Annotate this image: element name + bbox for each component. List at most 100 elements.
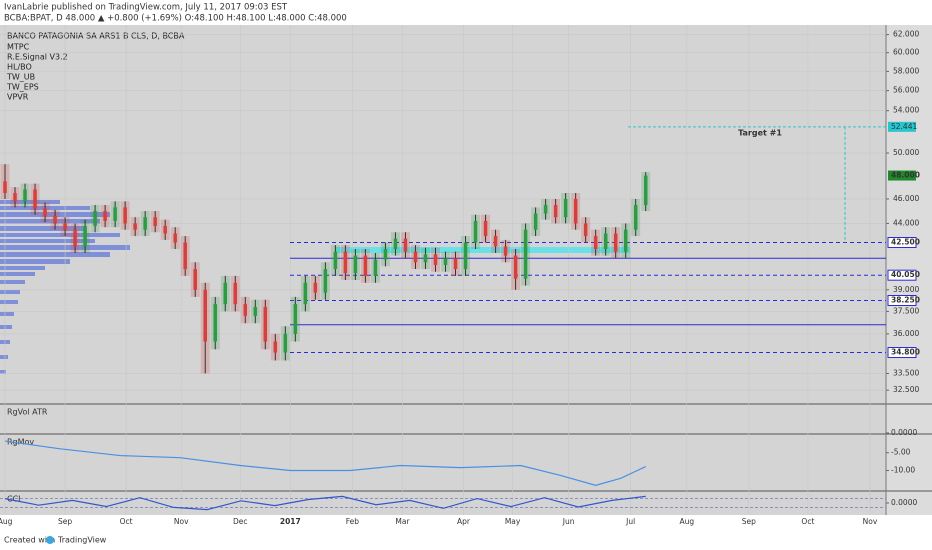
x-tick-label: Jul — [625, 517, 635, 526]
candle-body — [253, 307, 258, 316]
candle-body — [593, 236, 598, 250]
candle-body — [173, 233, 177, 243]
candle-body — [313, 282, 318, 293]
symbol-title: BANCO PATAGONIA SA ARS1 B CLS, D, BCBA — [7, 32, 185, 41]
y-tick-label: 0.0000 — [891, 428, 917, 437]
y-tick-label: -5.00 — [891, 448, 911, 457]
candle-body — [153, 217, 157, 226]
level-box — [887, 294, 917, 306]
logo — [46, 536, 54, 544]
y-tick-label: 60.000 — [893, 48, 919, 57]
candle-body — [453, 258, 458, 270]
y-tick-label: 0.0000 — [891, 498, 917, 507]
target-label: 52.441 — [891, 122, 917, 131]
quote: BCBA:BPAT, D 48.000 ▲ +0.800 (+1.69%) O:… — [4, 14, 347, 24]
target-text: Target #1 — [738, 128, 782, 137]
footer-brand: TradingView — [57, 536, 107, 545]
level-box — [887, 347, 917, 359]
x-tick-label: 2017 — [280, 517, 301, 526]
x-tick-label: Sep — [742, 517, 756, 526]
candle-body — [113, 207, 117, 221]
level-label: 42.500 — [891, 238, 920, 247]
y-tick-label: 50.000 — [893, 148, 919, 157]
candle-body — [343, 251, 348, 274]
y-tick-label: 56.000 — [893, 86, 919, 95]
candle-body — [583, 223, 588, 237]
candle-body — [403, 238, 408, 252]
level-box — [887, 269, 917, 281]
y-tick-label: 32.500 — [893, 385, 919, 394]
candle-body — [283, 333, 288, 353]
candle-body — [183, 242, 187, 270]
candle-body — [353, 255, 358, 274]
candle-body — [13, 193, 17, 202]
indicator-label: VPVR — [7, 93, 29, 102]
x-tick-label: Aug — [0, 517, 13, 526]
indicator-label: MTPC — [7, 43, 30, 52]
candle-body — [83, 225, 87, 247]
x-tick-label: Aug — [679, 517, 694, 526]
candle-body — [333, 251, 338, 270]
candle-body — [423, 254, 428, 263]
candle-body — [603, 233, 608, 250]
level-box — [887, 237, 917, 249]
last-price-box — [888, 170, 916, 181]
candle-body — [493, 236, 498, 247]
candle-body — [623, 229, 628, 252]
candle-body — [143, 217, 147, 230]
candle-body — [203, 289, 207, 342]
last-price-label: 48.000 — [891, 171, 920, 180]
candle-body — [563, 198, 568, 218]
y-tick-label: 54.000 — [893, 106, 919, 115]
candle-body — [433, 254, 438, 265]
candle-body — [463, 242, 468, 270]
candle-body — [633, 204, 638, 230]
candle-body — [383, 249, 388, 260]
level-label: 40.050 — [891, 270, 920, 279]
y-tick-label: 33.500 — [893, 368, 919, 377]
x-tick-label: Oct — [801, 517, 814, 526]
candle-body — [543, 204, 548, 214]
candle-body — [23, 189, 27, 202]
candle-body — [163, 225, 167, 234]
plot-area — [0, 25, 886, 515]
candle-body — [473, 220, 478, 243]
candle-body — [233, 282, 238, 305]
candle-body — [373, 259, 378, 276]
candle-body — [43, 208, 47, 216]
x-tick-label: Jun — [562, 517, 575, 526]
candle-body — [443, 258, 448, 265]
x-tick-label: Sep — [58, 517, 72, 526]
candle-body — [513, 255, 518, 279]
x-tick-label: Mar — [395, 517, 410, 526]
indicator-line — [4, 440, 646, 487]
publisher: IvanLabrie published on TradingView.com,… — [4, 3, 288, 13]
candle-body — [643, 175, 648, 205]
candle-body — [363, 255, 368, 276]
x-tick-label: Oct — [120, 517, 133, 526]
pane-label: RgVol ATR — [7, 408, 48, 417]
candle-body — [533, 213, 538, 230]
level-label: 34.800 — [891, 348, 920, 357]
candle-body — [123, 207, 127, 224]
candle-body — [223, 282, 228, 305]
x-tick-label: Feb — [346, 517, 360, 526]
candle-body — [213, 304, 217, 342]
candle-body — [483, 220, 488, 237]
pane-label: CCI — [7, 495, 21, 504]
candle-body — [103, 211, 107, 221]
y-tick-label: 46.000 — [893, 194, 919, 203]
indicator-label: HL/BO — [7, 63, 32, 72]
candle-body — [553, 204, 558, 218]
candle-body — [413, 251, 418, 263]
candle-body — [133, 223, 137, 230]
x-tick-label: Dec — [233, 517, 248, 526]
level-label: 38.250 — [891, 295, 920, 304]
candle-body — [93, 211, 97, 226]
x-tick-label: May — [505, 517, 521, 526]
indicator-line — [4, 495, 646, 511]
y-tick-label: 36.000 — [893, 329, 919, 338]
x-tick-label: Apr — [457, 517, 471, 526]
